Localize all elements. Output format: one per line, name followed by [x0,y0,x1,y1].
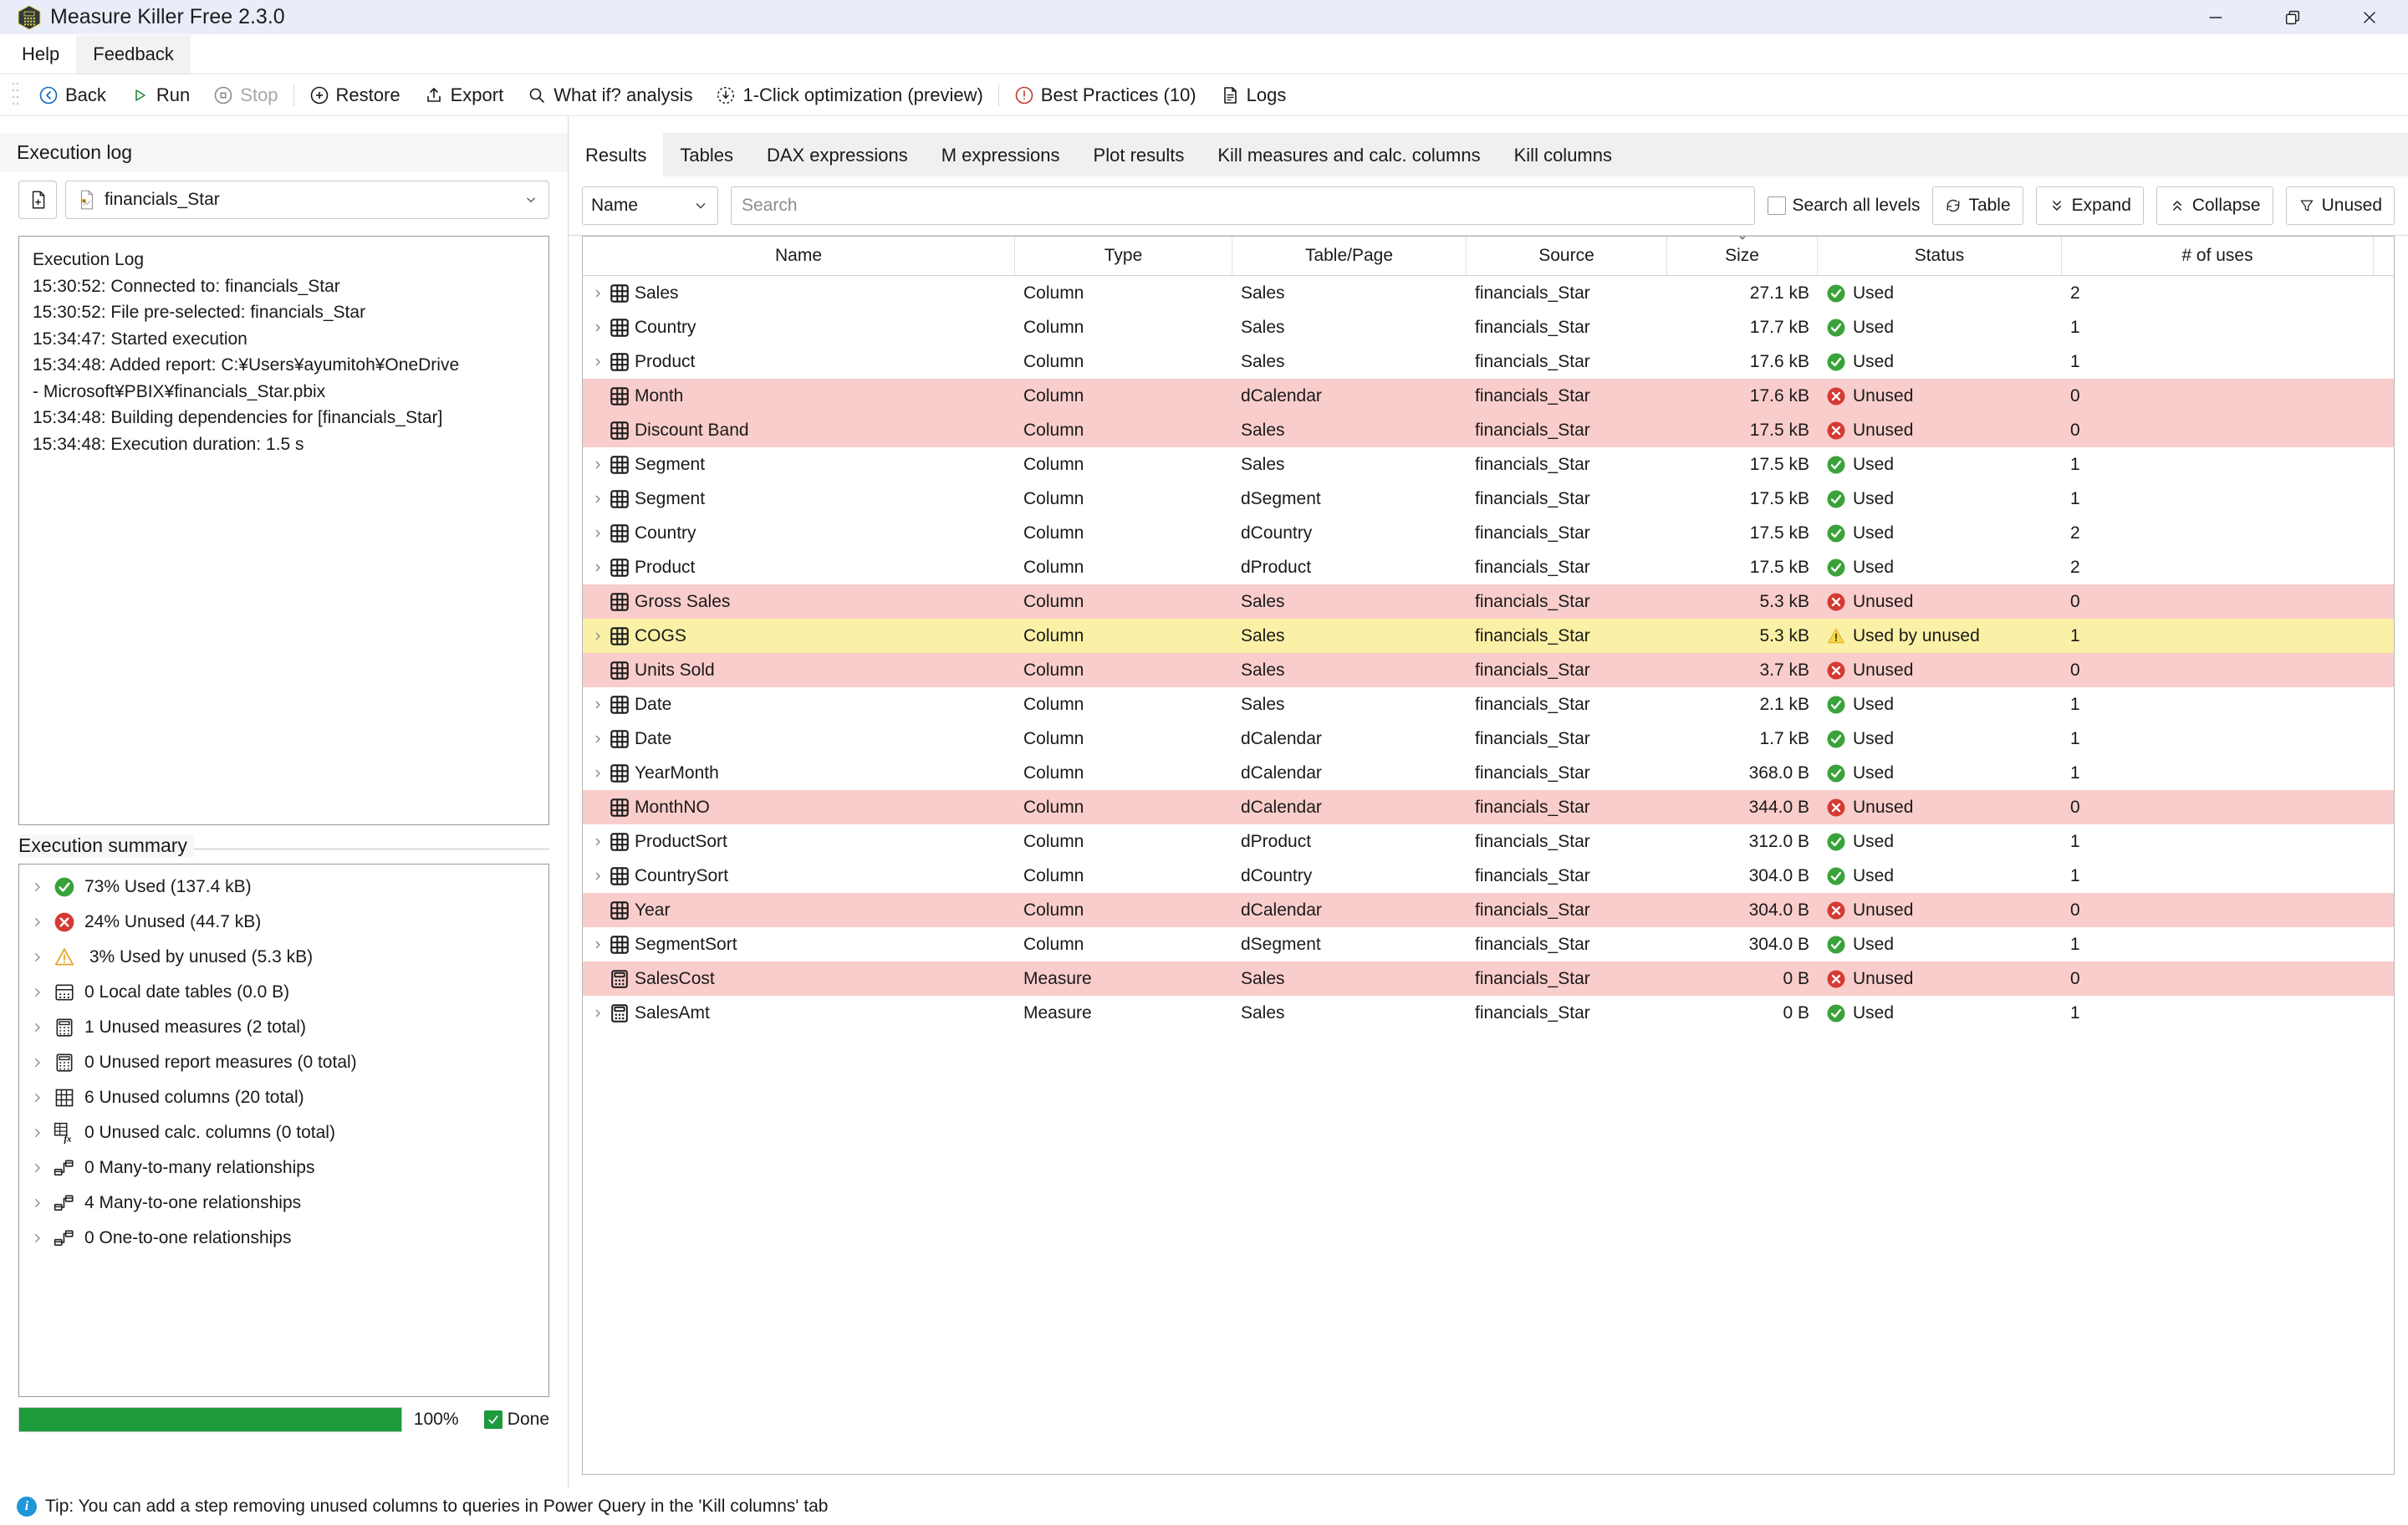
svg-text:fx: fx [64,1134,72,1144]
